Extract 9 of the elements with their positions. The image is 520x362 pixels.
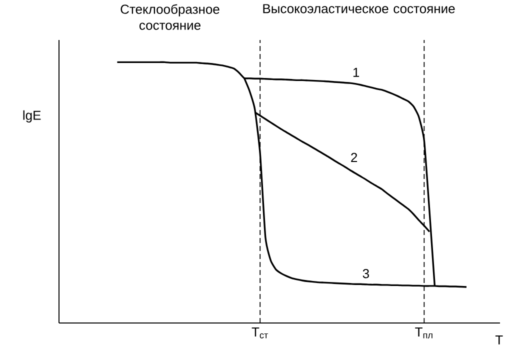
x-tick-label: T$_{пл}$ — [415, 328, 432, 338]
x-axis-title: T — [495, 335, 503, 344]
text: Стеклообразное состояние — [120, 4, 220, 30]
text: Высокоэластическое состояние — [263, 4, 455, 14]
y-axis-title: lgE — [23, 110, 41, 122]
series-label: 1 — [353, 68, 360, 77]
series-label: 3 — [362, 268, 369, 278]
x-tick-label: T$_{ст}$ — [252, 328, 268, 338]
series-label: 2 — [351, 152, 358, 162]
